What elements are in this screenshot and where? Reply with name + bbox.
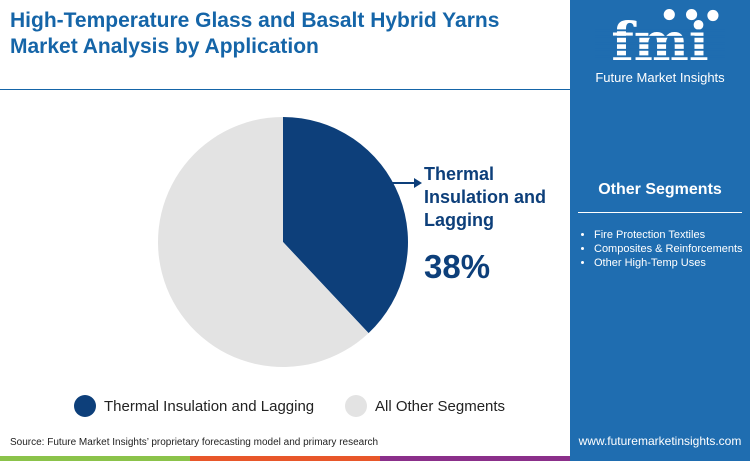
pie-chart — [157, 117, 408, 367]
other-segments-list: Fire Protection Textiles Composites & Re… — [594, 229, 744, 271]
legend-swatch — [345, 395, 367, 417]
segment-item: Composites & Reinforcements — [594, 243, 744, 256]
footer-stripe-green — [0, 456, 190, 461]
brand-panel: fmi Future Market Insights Other Segment… — [570, 0, 750, 461]
legend-label: All Other Segments — [375, 397, 506, 415]
title-divider — [0, 89, 570, 90]
legend-swatch — [74, 395, 96, 417]
footer-stripe-purple — [380, 456, 570, 461]
pie-slice-0 — [283, 117, 408, 334]
segment-item: Other High-Temp Uses — [594, 257, 744, 270]
pie-slice-1 — [157, 117, 369, 367]
footer-stripe-orange — [190, 456, 380, 461]
callout-text: Thermal Insulation and Lagging — [424, 164, 547, 230]
fmi-logo: fmi — [595, 9, 725, 64]
legend-label: Thermal Insulation and Lagging — [104, 397, 315, 415]
callout-value: 38% — [424, 248, 491, 285]
brand-name: Future Market Insights — [595, 70, 725, 85]
legend-item-thermal: Thermal Insulation and Lagging — [74, 395, 314, 417]
legend-item-other: All Other Segments — [345, 395, 505, 417]
other-segments-title: Other Segments — [598, 181, 722, 198]
page-title: High-Temperature Glass and Basalt Hybrid… — [10, 9, 500, 58]
callout-arrow-icon — [390, 178, 422, 188]
segment-item: Fire Protection Textiles — [594, 229, 744, 242]
website-link[interactable]: www.futuremarketinsights.com — [578, 434, 742, 448]
callout-label: Thermal Insulation and Lagging — [424, 163, 569, 232]
other-segments-divider — [578, 212, 742, 213]
source-note: Source: Future Market Insights’ propriet… — [10, 437, 379, 448]
svg-text:fmi: fmi — [611, 12, 708, 64]
